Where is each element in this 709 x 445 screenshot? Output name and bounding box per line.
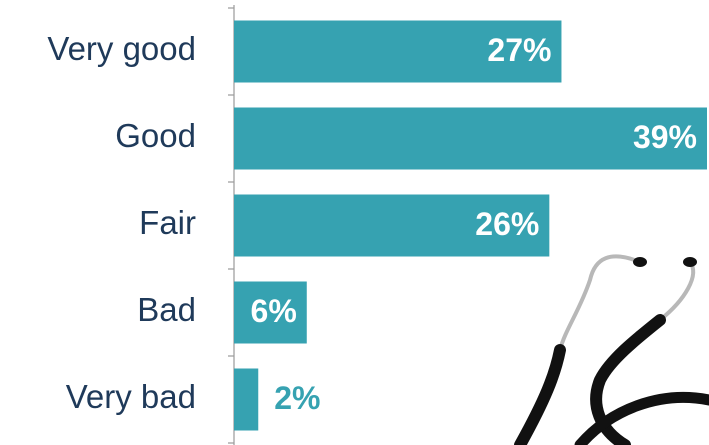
value-label: 39% [633, 119, 697, 155]
stethoscope-illustration [520, 256, 709, 445]
value-label: 2% [274, 380, 320, 416]
page: Very good 27% Good 39% Fair 26% Bad 6% Very bad 2… [0, 0, 709, 445]
bar [234, 369, 258, 431]
value-label: 27% [487, 32, 551, 68]
value-label: 6% [251, 293, 297, 329]
category-label: Fair [139, 204, 196, 241]
category-label: Good [115, 117, 196, 154]
category-label: Very good [47, 30, 196, 67]
category-label: Very bad [66, 378, 196, 415]
category-label: Bad [137, 291, 196, 328]
value-label: 26% [475, 206, 539, 242]
chart: Very good 27% Good 39% Fair 26% Bad 6% Very bad 2… [0, 0, 709, 445]
